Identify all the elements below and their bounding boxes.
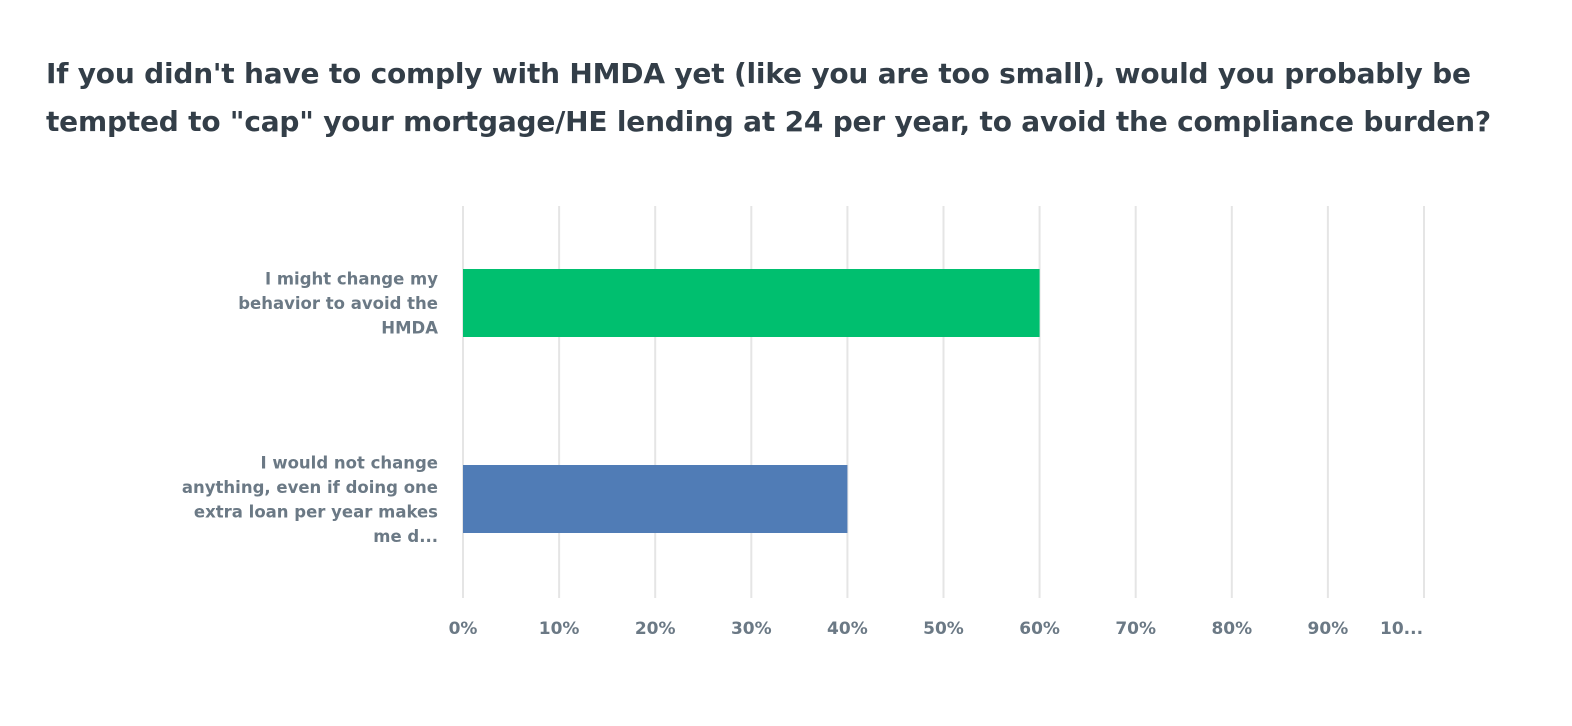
category-label: anything, even if doing one bbox=[182, 478, 438, 497]
x-tick-label: 50% bbox=[923, 619, 964, 639]
x-tick-label: 70% bbox=[1115, 619, 1156, 639]
category-label: HMDA bbox=[381, 319, 438, 338]
bar-2 bbox=[463, 465, 848, 533]
chart-title: If you didn't have to comply with HMDA y… bbox=[46, 57, 1491, 138]
x-tick-label: 10... bbox=[1380, 619, 1423, 639]
category-label: extra loan per year makes bbox=[194, 502, 438, 521]
x-tick-label: 90% bbox=[1308, 619, 1349, 639]
category-label: me d... bbox=[373, 527, 438, 546]
x-tick-label: 80% bbox=[1211, 619, 1252, 639]
x-tick-label: 0% bbox=[449, 619, 478, 639]
x-tick-label: 40% bbox=[827, 619, 868, 639]
x-tick-label: 10% bbox=[539, 619, 580, 639]
x-tick-label: 60% bbox=[1019, 619, 1060, 639]
category-label: I might change my bbox=[265, 270, 438, 289]
bar-1 bbox=[463, 269, 1040, 337]
x-tick-label: 20% bbox=[635, 619, 676, 639]
category-label: I would not change bbox=[260, 453, 438, 472]
x-tick-label: 30% bbox=[731, 619, 772, 639]
category-label: behavior to avoid the bbox=[238, 294, 438, 313]
